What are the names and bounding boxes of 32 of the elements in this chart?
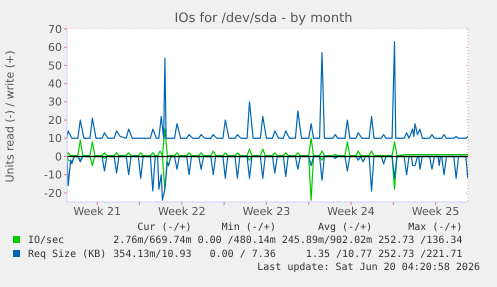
text: Min (-/+) (220, 222, 276, 234)
y-tick-label: 60 (48, 41, 62, 54)
x-tick-label: Week 23 (242, 204, 290, 218)
text: 252.73 /136.34 (377, 234, 462, 248)
text: Avg (-/+) (316, 222, 372, 234)
legend-label: Req Size (KB) (27, 248, 108, 262)
text: 1.35 /10.77 (304, 248, 372, 262)
text: Last update: Sat Jun 20 04:20:58 2026 (256, 262, 480, 274)
text: 252.73 /221.71 (377, 248, 462, 262)
y-tick-label: -20 (44, 186, 62, 200)
text: 245.89m/902.02m (280, 234, 372, 248)
chart-title: IOs for /dev/sda - by month (174, 11, 352, 26)
legend-label: IO/sec (27, 234, 66, 248)
text: 2.76m/669.74m (112, 234, 192, 248)
y-tick-label: 10 (48, 132, 62, 146)
text: Max (-/+) (407, 222, 462, 234)
x-tick-label: Week 22 (158, 204, 206, 218)
text: 0.00 / 7.36 (208, 248, 276, 262)
x-tick-label: Week 25 (412, 204, 460, 218)
y-tick-label: 30 (48, 96, 62, 109)
text: 0.00 /480.14m (196, 234, 276, 248)
y-tick-label: 70 (48, 22, 62, 36)
text: 354.13m/10.93 (112, 248, 192, 262)
y-tick-label: 40 (48, 78, 62, 91)
x-tick-label: Week 24 (327, 204, 375, 218)
y-tick-label: 50 (48, 59, 62, 72)
y-axis-title: Units read (-) / write (+) (4, 50, 16, 182)
x-tick-label: Week 21 (73, 204, 122, 218)
y-tick-label: -10 (44, 168, 62, 182)
y-tick-label: 0 (55, 150, 62, 164)
y-tick-label: 20 (48, 114, 62, 127)
text: Cur (-/+) (136, 222, 192, 234)
